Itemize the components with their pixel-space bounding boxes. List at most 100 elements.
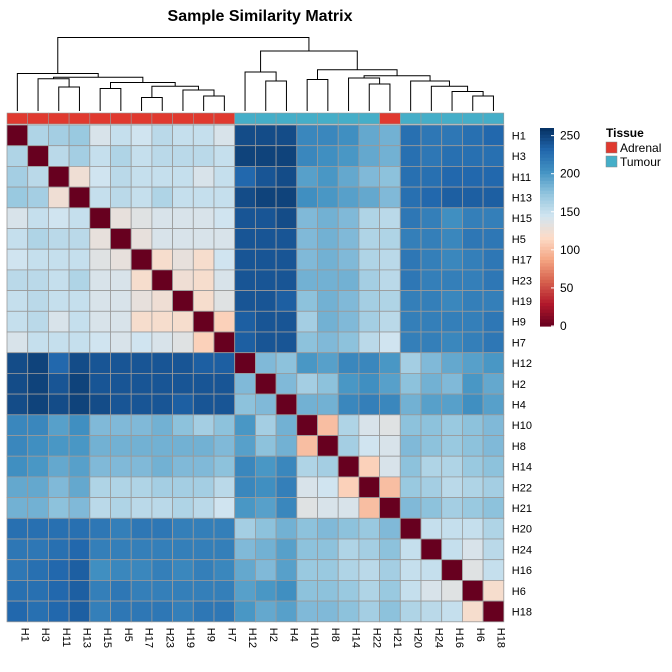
heatmap-cell: [6, 165, 29, 188]
heatmap-cell: [48, 145, 70, 167]
heatmap-cell: [110, 600, 132, 623]
dendrogram-branch: [472, 95, 494, 111]
heatmap-cell: [6, 435, 29, 457]
heatmap-cell: [254, 517, 277, 540]
heatmap-cell: [130, 124, 153, 147]
colorbar: 0 50 100 150 200 250: [540, 128, 580, 333]
heatmap-cell: [254, 559, 277, 581]
heatmap-cell: [27, 186, 49, 209]
heatmap-cell: [399, 600, 422, 623]
heatmap-cell: [358, 186, 380, 209]
heatmap-cell: [337, 580, 360, 602]
heatmap-cell: [317, 517, 339, 540]
heatmap-cell: [420, 393, 443, 416]
heatmap-cell: [358, 248, 380, 271]
column-label: H2: [267, 628, 279, 642]
colorbar-segment: [540, 220, 554, 225]
column-label: H8: [329, 628, 341, 642]
tissue-annotation-cell: [317, 112, 339, 125]
heatmap-cell: [420, 186, 443, 209]
colorbar-segment: [540, 309, 554, 314]
row-label: H12: [512, 358, 532, 370]
heatmap-cell: [110, 372, 132, 395]
heatmap-cell: [151, 228, 173, 250]
heatmap-cell: [275, 124, 298, 147]
heatmap-cell: [151, 476, 173, 498]
heatmap-cell: [441, 269, 463, 291]
heatmap-cell: [48, 414, 70, 436]
heatmap-cell: [337, 186, 360, 209]
column-label: H20: [412, 628, 424, 648]
colorbar-segment: [540, 230, 554, 235]
heatmap-cell: [317, 559, 339, 581]
heatmap-cell: [296, 207, 318, 229]
heatmap-cell: [48, 538, 70, 561]
heatmap-cell: [275, 290, 298, 312]
heatmap-cell: [110, 186, 132, 209]
column-label: H18: [494, 628, 506, 648]
heatmap-cell: [482, 600, 505, 623]
heatmap-cell: [399, 538, 422, 561]
heatmap-cell: [110, 145, 132, 167]
row-label: H15: [512, 213, 532, 225]
tissue-annotation-cell: [151, 112, 173, 125]
heatmap-cell: [337, 248, 360, 271]
heatmap-cell: [6, 372, 29, 395]
heatmap-cell: [399, 186, 422, 209]
heatmap-cell: [379, 372, 401, 395]
heatmap-cell: [358, 331, 380, 354]
heatmap-cell: [68, 497, 91, 519]
heatmap-cell: [337, 414, 360, 436]
heatmap-cell: [337, 145, 360, 167]
colorbar-segment: [540, 276, 554, 281]
heatmap-cell: [358, 559, 380, 581]
heatmap-cell: [358, 228, 380, 250]
dendrogram-branch: [265, 80, 287, 111]
heatmap-cell: [130, 290, 153, 312]
heatmap-cell: [213, 248, 236, 271]
column-label: H3: [39, 628, 51, 642]
heatmap-cell: [68, 248, 91, 271]
heatmap-cell: [296, 476, 318, 498]
heatmap-cell: [420, 435, 443, 457]
heatmap-cell: [275, 248, 298, 271]
heatmap-cell: [151, 269, 173, 291]
heatmap-cell: [110, 414, 132, 436]
heatmap-cell: [234, 497, 256, 519]
heatmap-cell: [296, 228, 318, 250]
heatmap-cell: [461, 310, 484, 333]
heatmap-cell: [172, 559, 194, 581]
heatmap-cell: [254, 414, 277, 436]
colorbar-segment: [540, 203, 554, 208]
heatmap-cell: [254, 290, 277, 312]
heatmap-cell: [296, 393, 318, 416]
heatmap-cell: [151, 290, 173, 312]
dendrogram-branch: [53, 76, 144, 83]
colorbar-tick-label: 0: [560, 319, 567, 333]
heatmap-cell: [420, 145, 443, 167]
heatmap-cell: [213, 352, 236, 374]
heatmap-cell: [192, 600, 215, 623]
heatmap-cell: [337, 600, 360, 623]
heatmap-cell: [68, 476, 91, 498]
colorbar-segment: [540, 147, 554, 152]
heatmap-cell: [275, 269, 298, 291]
heatmap-cell: [172, 145, 194, 167]
heatmap-cell: [461, 352, 484, 374]
colorbar-segment: [540, 227, 554, 231]
heatmap-cell: [130, 517, 153, 540]
colorbar-segment: [540, 180, 554, 185]
tissue-annotation-cell: [172, 112, 194, 125]
heatmap-cell: [441, 165, 463, 188]
heatmap-cell: [68, 207, 91, 229]
heatmap-cell: [482, 331, 505, 354]
row-labels: H1 H3 H11 H13 H15 H5 H17 H23 H19 H9 H7 H12 H2 H4 H10 H8…: [512, 130, 532, 618]
column-label: H22: [370, 628, 382, 648]
heatmap-cell: [192, 331, 215, 354]
heatmap-cell: [130, 600, 153, 623]
heatmap-cell: [296, 414, 318, 436]
heatmap-cell: [358, 207, 380, 229]
heatmap-cell: [192, 186, 215, 209]
tissue-annotation-cell: [337, 112, 360, 125]
heatmap-cell: [234, 414, 256, 436]
